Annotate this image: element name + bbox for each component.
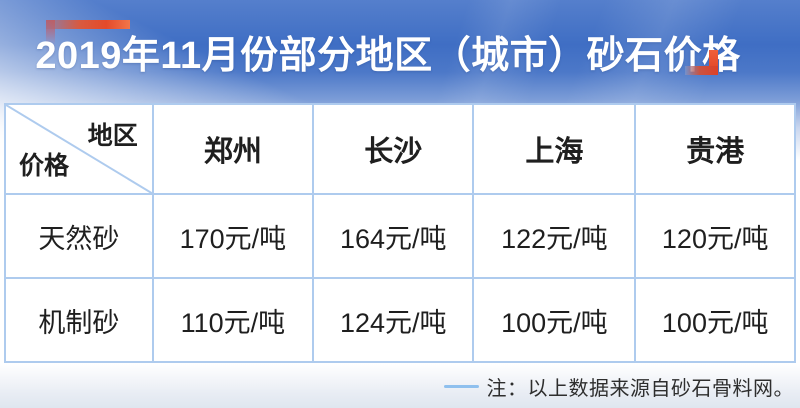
table-row-natural-sand: 天然砂 170元/吨 164元/吨 122元/吨 120元/吨 bbox=[4, 193, 796, 280]
corner-price-label: 价格 bbox=[19, 152, 70, 181]
price-cell: 120元/吨 bbox=[634, 193, 796, 280]
price-cell: 164元/吨 bbox=[312, 193, 475, 280]
price-cell: 122元/吨 bbox=[472, 193, 637, 280]
table-row-machine-sand: 机制砂 110元/吨 124元/吨 100元/吨 100元/吨 bbox=[4, 277, 796, 363]
column-header-changsha: 长沙 bbox=[312, 102, 475, 196]
corner-header-cell: 地区 价格 bbox=[4, 102, 154, 196]
bracket-top-left-icon bbox=[46, 20, 130, 57]
table-header-row: 地区 价格 郑州 长沙 上海 贵港 bbox=[4, 102, 796, 196]
column-header-guigang: 贵港 bbox=[634, 102, 796, 196]
price-cell: 170元/吨 bbox=[151, 193, 315, 280]
note-text: 注：以上数据来源自砂石骨料网。 bbox=[486, 378, 794, 400]
note-dash-icon bbox=[443, 385, 479, 388]
price-cell: 124元/吨 bbox=[312, 277, 475, 363]
data-source-note: 注：以上数据来源自砂石骨料网。 bbox=[443, 372, 795, 401]
diagonal-divider bbox=[6, 105, 152, 193]
column-header-zhengzhou: 郑州 bbox=[151, 102, 315, 196]
bottom-gradient bbox=[0, 364, 800, 408]
row-header-machine-sand: 机制砂 bbox=[4, 277, 154, 363]
price-cell: 100元/吨 bbox=[634, 277, 796, 363]
corner-region-label: 地区 bbox=[87, 122, 138, 150]
bracket-bottom-right-icon bbox=[685, 50, 718, 75]
price-cell: 110元/吨 bbox=[151, 277, 315, 363]
column-header-shanghai: 上海 bbox=[472, 102, 637, 196]
price-cell: 100元/吨 bbox=[472, 277, 637, 363]
row-header-natural-sand: 天然砂 bbox=[4, 193, 154, 280]
page-title: 2019年11月份部分地区（城市）砂石价格 bbox=[35, 35, 741, 77]
price-table: 地区 价格 郑州 长沙 上海 贵港 天然砂 170元/吨 164元/吨 122元… bbox=[4, 102, 796, 363]
